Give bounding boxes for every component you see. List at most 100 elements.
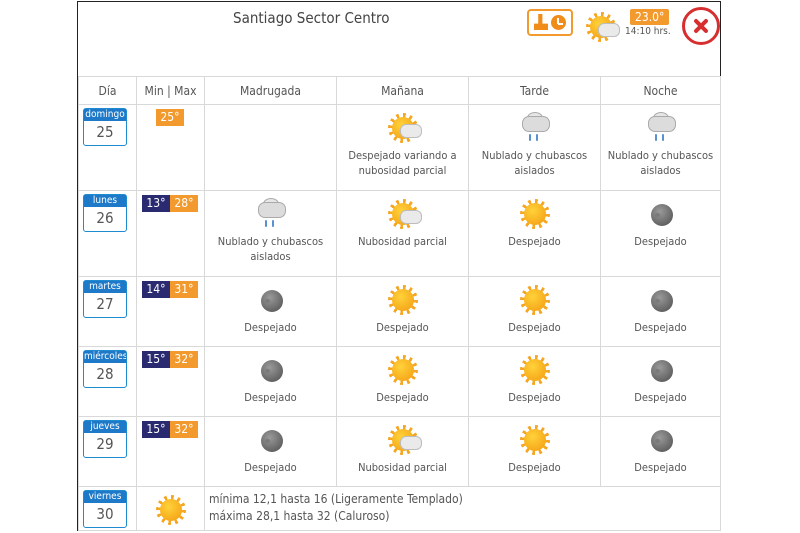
period-description: Despejado xyxy=(244,321,297,334)
period-description: Despejado xyxy=(508,235,561,248)
period-cell: Despejado variando a nubosidad parcial xyxy=(336,104,469,191)
period-description: Nubosidad parcial xyxy=(358,461,447,474)
period-cell: Despejado xyxy=(468,190,601,277)
forecast-row-summary: viernes 30 mínima 12,1 hasta 16 (Ligeramen… xyxy=(78,486,721,531)
sun-icon xyxy=(517,352,553,388)
period-cell: Despejado xyxy=(600,416,721,487)
max-temp: 25° xyxy=(156,109,184,126)
rain-showers-icon xyxy=(517,110,553,146)
moon-icon xyxy=(643,196,679,232)
forecast-row: miércoles 28 15° 32° Despejado Despejado Despe… xyxy=(78,346,721,417)
period-description: Despejado xyxy=(634,235,687,248)
day-number: 27 xyxy=(96,295,114,313)
rain-showers-icon xyxy=(643,110,679,146)
period-cell: Nublado y chubascos aislados xyxy=(468,104,601,191)
day-number: 28 xyxy=(96,365,114,383)
sun-icon xyxy=(517,282,553,318)
col-header-minmax: Min | Max xyxy=(136,76,205,105)
min-temp: 15° xyxy=(142,351,170,368)
period-cell: Despejado xyxy=(600,190,721,277)
col-header-manana: Mañana xyxy=(336,76,469,105)
period-cell: Despejado xyxy=(204,346,337,417)
history-clock-button[interactable] xyxy=(527,9,573,36)
period-description: Despejado xyxy=(634,391,687,404)
min-temp: 13° xyxy=(142,195,170,212)
moon-icon xyxy=(253,422,289,458)
col-header-noche: Noche xyxy=(600,76,721,105)
day-cell: jueves 29 xyxy=(78,416,137,487)
day-badge: jueves 29 xyxy=(83,420,127,458)
day-badge: domingo 25 xyxy=(83,108,127,146)
day-badge: martes 27 xyxy=(83,280,127,318)
forecast-row: domingo 25 25° Despejado variando a nubosid… xyxy=(78,104,721,191)
minmax-cell: 15° 32° xyxy=(136,346,205,417)
period-cell: Despejado xyxy=(336,276,469,347)
day-badge: miércoles 28 xyxy=(83,350,127,388)
minmax-cell: 13° 28° xyxy=(136,190,205,277)
period-cell: Despejado xyxy=(600,276,721,347)
period-description: Nublado y chubascos aislados xyxy=(217,235,324,263)
sun-icon xyxy=(153,492,189,528)
close-button[interactable] xyxy=(682,7,720,45)
period-cell: Despejado xyxy=(204,276,337,347)
day-cell: lunes 26 xyxy=(78,190,137,277)
partly-cloudy-icon xyxy=(385,196,422,232)
current-weather-icon xyxy=(583,9,620,42)
table-header-row: Día Min | Max Madrugada Mañana Tarde Noc… xyxy=(78,76,721,105)
sun-icon xyxy=(517,196,553,232)
period-cell: Despejado xyxy=(336,346,469,417)
period-description: Despejado variando a nubosidad parcial xyxy=(348,149,457,177)
period-description: Despejado xyxy=(634,321,687,334)
period-cell: Nublado y chubascos aislados xyxy=(204,190,337,277)
period-description: Despejado xyxy=(376,391,429,404)
period-description: Despejado xyxy=(244,391,297,404)
col-header-madrugada: Madrugada xyxy=(204,76,337,105)
min-temp: 15° xyxy=(142,421,170,438)
sun-icon xyxy=(385,282,421,318)
period-description: Nubosidad parcial xyxy=(358,235,447,248)
day-name: jueves xyxy=(84,421,126,433)
day-name: domingo xyxy=(84,109,126,121)
col-header-tarde: Tarde xyxy=(468,76,601,105)
max-temp: 32° xyxy=(170,351,198,368)
forecast-row: martes 27 14° 31° Despejado Despejado Despejad… xyxy=(78,276,721,347)
summary-icon-cell xyxy=(136,486,205,531)
period-cell: Nubosidad parcial xyxy=(336,190,469,277)
summary-min: mínima 12,1 hasta 16 (Ligeramente Templa… xyxy=(209,492,463,506)
partly-cloudy-icon xyxy=(385,110,422,146)
period-cell: Despejado xyxy=(468,416,601,487)
period-description: Despejado xyxy=(376,321,429,334)
max-temp: 31° xyxy=(170,281,198,298)
current-time: 14:10 hrs. xyxy=(625,26,671,37)
period-cell: Nubosidad parcial xyxy=(336,416,469,487)
forecast-table: Día Min | Max Madrugada Mañana Tarde Noc… xyxy=(78,76,721,531)
min-temp: 14° xyxy=(142,281,170,298)
day-name: viernes xyxy=(84,491,126,503)
day-number: 26 xyxy=(96,209,114,227)
day-name: martes xyxy=(84,281,126,293)
period-cell xyxy=(204,104,337,191)
city-title: Santiago Sector Centro xyxy=(233,9,390,27)
day-cell: viernes 30 xyxy=(78,486,137,531)
sun-icon xyxy=(385,352,421,388)
period-description: Despejado xyxy=(634,461,687,474)
day-badge: lunes 26 xyxy=(83,194,127,232)
moon-icon xyxy=(643,422,679,458)
period-description: Despejado xyxy=(508,391,561,404)
day-name: miércoles xyxy=(84,351,126,363)
day-badge: viernes 30 xyxy=(83,490,127,528)
forecast-row: jueves 29 15° 32° Despejado Nubosidad parcial… xyxy=(78,416,721,487)
header: Santiago Sector Centro 23.0° 14:10 hrs. xyxy=(78,2,720,76)
summary-cell: mínima 12,1 hasta 16 (Ligeramente Templa… xyxy=(204,486,721,531)
summary-max: máxima 28,1 hasta 32 (Caluroso) xyxy=(209,509,390,523)
minmax-cell: 14° 31° xyxy=(136,276,205,347)
rain-showers-icon xyxy=(253,196,289,232)
period-cell: Despejado xyxy=(468,346,601,417)
period-cell: Nublado y chubascos aislados xyxy=(600,104,721,191)
forecast-row: lunes 26 13° 28° Nublado y chubascos aislado… xyxy=(78,190,721,277)
sun-icon xyxy=(517,422,553,458)
partly-cloudy-icon xyxy=(385,422,422,458)
moon-icon xyxy=(643,352,679,388)
period-cell: Despejado xyxy=(468,276,601,347)
moon-icon xyxy=(253,352,289,388)
